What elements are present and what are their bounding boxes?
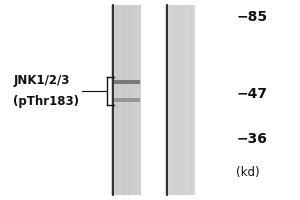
Text: (kd): (kd): [236, 166, 260, 179]
Text: (pThr183): (pThr183): [13, 95, 79, 108]
Text: −36: −36: [236, 132, 267, 146]
Bar: [114, 80, 140, 84]
Text: −47: −47: [236, 87, 267, 101]
Bar: [114, 98, 140, 102]
Text: JNK1/2/3: JNK1/2/3: [13, 74, 70, 87]
Bar: [111, 5, 141, 195]
Bar: [165, 5, 195, 195]
Text: −85: −85: [236, 10, 267, 24]
